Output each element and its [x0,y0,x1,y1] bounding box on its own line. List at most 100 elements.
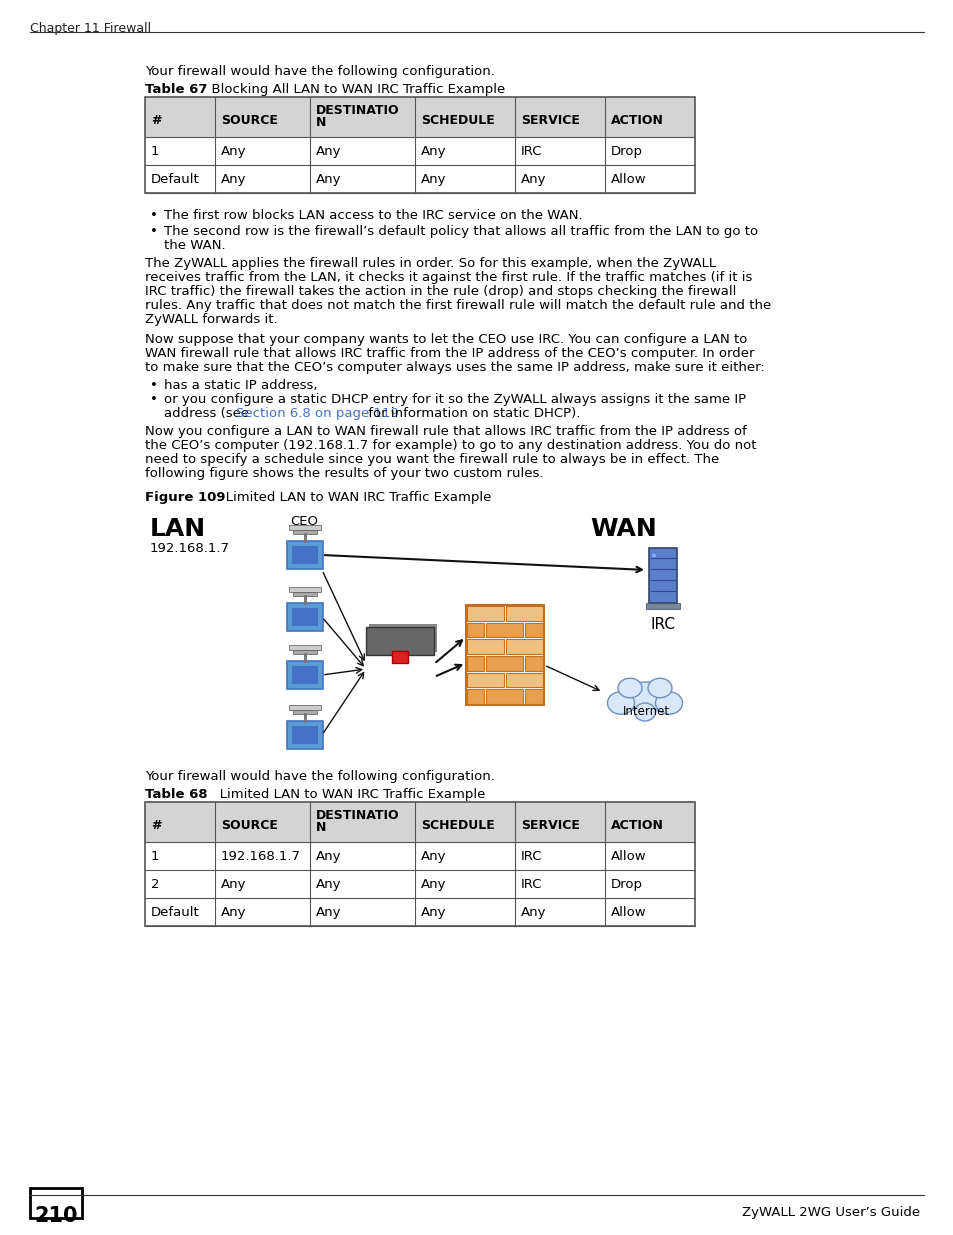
Text: IRC: IRC [520,144,542,158]
Text: WAN: WAN [589,517,656,541]
Text: Any: Any [221,173,246,186]
Bar [505,640,542,655]
Bar [292,546,318,564]
Text: #: # [151,114,161,127]
Text: or you configure a static DHCP entry for it so the ZyWALL always assigns it the : or you configure a static DHCP entry for… [164,393,745,406]
Bar [465,605,543,705]
Text: address (see: address (see [164,408,253,420]
Bar [467,606,503,621]
Text: Allow: Allow [610,906,646,919]
Bar [505,606,542,621]
Text: IRC: IRC [520,878,542,890]
Text: Limited LAN to WAN IRC Traffic Example: Limited LAN to WAN IRC Traffic Example [213,492,491,504]
Bar [467,622,484,637]
Text: CEO: CEO [290,515,317,529]
Text: Allow: Allow [610,173,646,186]
Text: ACTION: ACTION [610,819,663,832]
Text: to make sure that the CEO’s computer always uses the same IP address, make sure : to make sure that the CEO’s computer alw… [145,361,764,374]
Bar [505,673,542,688]
Text: Chapter 11 Firewall: Chapter 11 Firewall [30,22,151,35]
Text: Your firewall would have the following configuration.: Your firewall would have the following c… [145,769,495,783]
Text: Now you configure a LAN to WAN firewall rule that allows IRC traffic from the IP: Now you configure a LAN to WAN firewall … [145,425,746,438]
Ellipse shape [618,678,641,698]
Bar [486,622,523,637]
Bar [645,603,679,609]
Text: SOURCE: SOURCE [221,819,277,832]
Text: Any: Any [221,144,246,158]
Text: Now suppose that your company wants to let the CEO use IRC. You can configure a : Now suppose that your company wants to l… [145,333,746,346]
Text: Any: Any [520,173,546,186]
Bar [525,656,542,671]
Text: the WAN.: the WAN. [164,240,226,252]
Text: Section 6.8 on page 119: Section 6.8 on page 119 [236,408,398,420]
Text: Any: Any [315,850,341,863]
Text: The ZyWALL applies the firewall rules in order. So for this example, when the Zy: The ZyWALL applies the firewall rules in… [145,257,716,270]
Text: Any: Any [221,878,246,890]
Bar [467,673,503,688]
Text: SOURCE: SOURCE [221,114,277,127]
Bar [486,656,523,671]
Text: #: # [151,819,161,832]
Text: Any: Any [315,878,341,890]
Text: SCHEDULE: SCHEDULE [420,819,495,832]
Text: SERVICE: SERVICE [520,114,579,127]
Text: 2: 2 [151,878,159,890]
Text: Any: Any [315,906,341,919]
Bar [369,624,436,652]
Bar [145,802,695,926]
Text: DESTINATIO: DESTINATIO [315,104,399,117]
Text: •: • [150,379,157,391]
Bar [467,640,503,655]
Text: •: • [150,225,157,238]
Bar [287,541,322,568]
Text: for information on static DHCP).: for information on static DHCP). [363,408,579,420]
Text: ZyWALL forwards it.: ZyWALL forwards it. [145,312,277,326]
Text: Any: Any [315,144,341,158]
Text: LAN: LAN [150,517,206,541]
Text: Any: Any [420,878,446,890]
Text: Any: Any [315,173,341,186]
Bar [289,587,321,592]
Text: Allow: Allow [610,850,646,863]
Bar [30,1188,82,1218]
Text: Table 67: Table 67 [145,83,208,96]
Bar [467,656,484,671]
Text: Figure 109: Figure 109 [145,492,225,504]
Text: has a static IP address,: has a static IP address, [164,379,317,391]
Ellipse shape [634,703,655,721]
Text: 1: 1 [151,850,159,863]
Text: Any: Any [420,906,446,919]
Text: Any: Any [221,906,246,919]
Text: IRC traffic) the firewall takes the action in the rule (drop) and stops checking: IRC traffic) the firewall takes the acti… [145,285,736,298]
Ellipse shape [655,692,681,714]
Text: WAN firewall rule that allows IRC traffic from the IP address of the CEO’s compu: WAN firewall rule that allows IRC traffi… [145,347,754,359]
Bar [287,662,322,689]
Text: Internet: Internet [622,705,669,718]
Text: receives traffic from the LAN, it checks it against the first rule. If the traff: receives traffic from the LAN, it checks… [145,270,752,284]
Text: •: • [150,393,157,406]
Bar [292,608,318,626]
Bar [289,645,321,650]
Text: rules. Any traffic that does not match the first firewall rule will match the de: rules. Any traffic that does not match t… [145,299,770,312]
Bar [293,710,317,714]
Ellipse shape [647,678,671,698]
Text: SCHEDULE: SCHEDULE [420,114,495,127]
Bar [289,525,321,530]
Bar [392,651,408,663]
Bar [145,802,695,842]
Text: ZyWALL 2WG User’s Guide: ZyWALL 2WG User’s Guide [741,1207,919,1219]
Text: IRC: IRC [650,618,676,632]
Text: Any: Any [420,173,446,186]
Bar [366,627,434,655]
Text: 192.168.1.7: 192.168.1.7 [150,542,230,555]
Bar [292,726,318,743]
Ellipse shape [607,692,634,714]
Bar [293,530,317,534]
Text: SERVICE: SERVICE [520,819,579,832]
Bar [525,689,542,704]
Text: The first row blocks LAN access to the IRC service on the WAN.: The first row blocks LAN access to the I… [164,209,582,222]
Bar [486,689,523,704]
Ellipse shape [620,682,668,713]
Text: Limited LAN to WAN IRC Traffic Example: Limited LAN to WAN IRC Traffic Example [207,788,485,802]
Text: need to specify a schedule since you want the firewall rule to always be in effe: need to specify a schedule since you wan… [145,453,719,466]
